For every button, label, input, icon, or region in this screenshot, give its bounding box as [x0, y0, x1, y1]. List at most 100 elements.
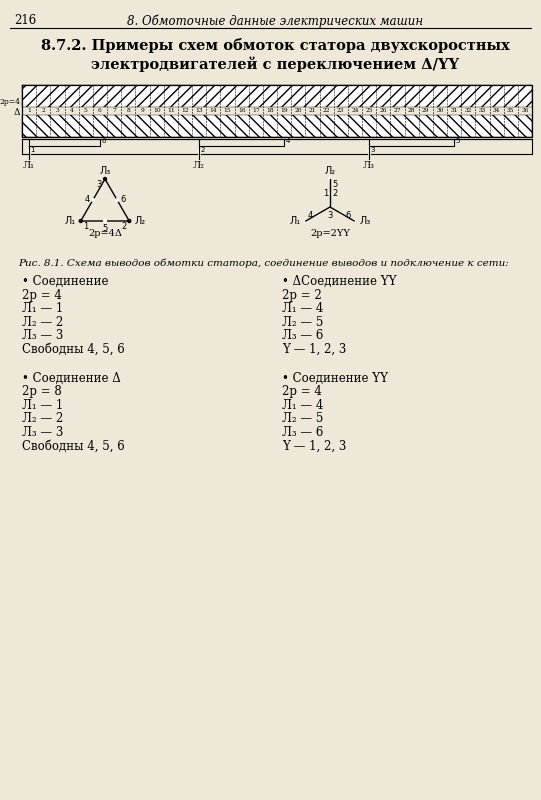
Circle shape: [103, 219, 107, 222]
Text: 2р=2YY: 2р=2YY: [310, 229, 350, 238]
Text: 10: 10: [153, 109, 160, 114]
Text: Л₁ — 4: Л₁ — 4: [282, 302, 324, 315]
Text: 3: 3: [56, 109, 59, 114]
Text: 16: 16: [238, 109, 246, 114]
Circle shape: [91, 198, 94, 202]
Text: 1: 1: [83, 222, 88, 231]
Text: 5: 5: [332, 180, 337, 189]
Text: 4: 4: [70, 109, 74, 114]
Bar: [22, 115, 532, 137]
Text: 4: 4: [84, 195, 90, 205]
Text: 4: 4: [308, 211, 313, 220]
Text: 26: 26: [379, 109, 387, 114]
Text: 3: 3: [371, 147, 375, 153]
Text: 22: 22: [323, 109, 331, 114]
Text: 35: 35: [507, 109, 514, 114]
Text: 30: 30: [436, 109, 444, 114]
Text: Δ: Δ: [14, 108, 20, 117]
Text: Y — 1, 2, 3: Y — 1, 2, 3: [282, 342, 346, 355]
Text: 36: 36: [521, 109, 529, 114]
Text: Рис. 8.1. Схема выводов обмотки статора, соединение выводов и подключение к сети: Рис. 8.1. Схема выводов обмотки статора,…: [18, 259, 509, 269]
Text: 34: 34: [493, 109, 500, 114]
Text: Л₁ — 1: Л₁ — 1: [22, 399, 63, 412]
Text: 3: 3: [327, 211, 333, 220]
Text: 2: 2: [121, 222, 126, 231]
Text: 15: 15: [223, 109, 232, 114]
Text: 6: 6: [346, 211, 351, 220]
Text: Л₁ — 1: Л₁ — 1: [22, 302, 63, 315]
Text: 24: 24: [351, 109, 359, 114]
Text: 2: 2: [201, 147, 205, 153]
Text: 11: 11: [167, 109, 175, 114]
Text: 6: 6: [101, 138, 106, 144]
Circle shape: [316, 213, 319, 215]
Text: Л₃ — 3: Л₃ — 3: [22, 329, 63, 342]
Text: 23: 23: [337, 109, 345, 114]
Text: Л₁ — 4: Л₁ — 4: [282, 399, 324, 412]
Text: Л₁: Л₁: [23, 161, 35, 170]
Text: 8. Обмоточные данные электрических машин: 8. Обмоточные данные электрических машин: [127, 14, 423, 27]
Text: 20: 20: [294, 109, 302, 114]
Circle shape: [341, 213, 344, 215]
Text: Л₃: Л₃: [363, 161, 375, 170]
Text: 12: 12: [181, 109, 189, 114]
Text: 5: 5: [84, 109, 88, 114]
Text: 8: 8: [127, 109, 130, 114]
Bar: [22, 85, 532, 107]
Circle shape: [103, 178, 107, 181]
Circle shape: [198, 150, 200, 152]
Circle shape: [79, 219, 82, 222]
Circle shape: [328, 178, 332, 181]
Text: 18: 18: [266, 109, 274, 114]
Text: Свободны 4, 5, 6: Свободны 4, 5, 6: [22, 342, 125, 355]
Circle shape: [98, 145, 101, 147]
Text: Л₁: Л₁: [64, 216, 76, 226]
Text: Л₂ — 2: Л₂ — 2: [22, 315, 63, 329]
Text: 31: 31: [450, 109, 458, 114]
Text: 33: 33: [479, 109, 486, 114]
Circle shape: [328, 191, 332, 194]
Circle shape: [283, 145, 285, 147]
Text: Л₂: Л₂: [325, 166, 335, 176]
Circle shape: [353, 219, 356, 222]
Text: 27: 27: [394, 109, 401, 114]
Text: 17: 17: [252, 109, 260, 114]
Text: Л₂ — 2: Л₂ — 2: [22, 413, 63, 426]
Text: Л₂ — 5: Л₂ — 5: [282, 315, 324, 329]
Text: 7: 7: [112, 109, 116, 114]
Text: 6: 6: [98, 109, 102, 114]
Text: 2р = 8: 2р = 8: [22, 386, 62, 398]
Text: 1: 1: [27, 109, 31, 114]
Circle shape: [128, 219, 131, 222]
Text: 2р = 4: 2р = 4: [22, 289, 62, 302]
Text: 2р=4: 2р=4: [0, 98, 20, 106]
Text: Л₃ — 6: Л₃ — 6: [282, 329, 324, 342]
Text: 2: 2: [332, 189, 337, 198]
Text: 25: 25: [365, 109, 373, 114]
Text: Л₂: Л₂: [193, 161, 205, 170]
Text: 1: 1: [31, 147, 35, 153]
Text: • Соединение Δ: • Соединение Δ: [22, 372, 121, 385]
Text: 28: 28: [408, 109, 415, 114]
Circle shape: [368, 150, 370, 152]
Text: 29: 29: [422, 109, 430, 114]
Bar: [22, 85, 532, 137]
Text: 2р=4Δ: 2р=4Δ: [88, 229, 122, 238]
Circle shape: [304, 219, 307, 222]
Circle shape: [328, 206, 332, 209]
Text: 5: 5: [456, 138, 460, 144]
Text: Л₃: Л₃: [100, 166, 110, 176]
Text: 4: 4: [286, 138, 290, 144]
Text: 13: 13: [195, 109, 203, 114]
Text: • Соединение: • Соединение: [22, 275, 109, 288]
Text: 6: 6: [120, 195, 126, 205]
Text: Л₁: Л₁: [289, 216, 301, 226]
Text: 2р = 4: 2р = 4: [282, 386, 322, 398]
Circle shape: [116, 198, 118, 202]
Text: 216: 216: [14, 14, 36, 27]
Text: Л₂ — 5: Л₂ — 5: [282, 413, 324, 426]
Text: Л₃ — 3: Л₃ — 3: [22, 426, 63, 439]
Text: • Соединение YY: • Соединение YY: [282, 372, 388, 385]
Text: 14: 14: [209, 109, 217, 114]
Text: 32: 32: [465, 109, 472, 114]
